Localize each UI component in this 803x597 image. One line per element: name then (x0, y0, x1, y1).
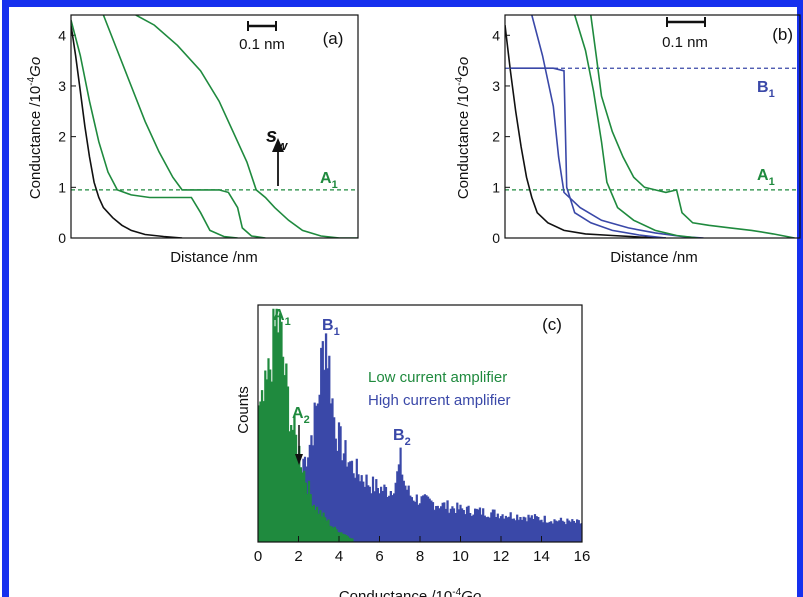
panel-c-ylabel: Counts (235, 386, 252, 434)
panel-c-peak-a1: A1 (273, 307, 291, 328)
panel-c-legend-green: Low current amplifier (368, 369, 507, 386)
y-tick-label: 2 (58, 129, 66, 145)
y-tick-label: 4 (492, 27, 500, 43)
panel-b-plot-area (505, 15, 798, 238)
x-tick-label: 12 (493, 548, 510, 565)
panel-a-plot-area (71, 15, 358, 238)
panel-c-peak-a2: A2 (292, 405, 310, 426)
x-tick-label: 6 (375, 548, 383, 565)
panel-a-y-ticks: 0 1 2 3 4 (58, 27, 76, 246)
x-tick-label: 2 (294, 548, 302, 565)
panel-b-axes-frame (504, 14, 801, 239)
panel-b-level-label-a1: A1 (757, 167, 775, 188)
panel-c-x-ticks: 0 2 4 6 8 10 12 14 16 (254, 536, 591, 565)
panel-c-peak-a2-arrow-head (295, 454, 303, 465)
x-tick-label: 16 (574, 548, 591, 565)
y-tick-label: 2 (492, 129, 500, 145)
panel-c-peak-b2: B2 (393, 427, 411, 448)
panel-a-sw-label: sw (266, 125, 288, 153)
panel-a-ylabel: Conductance /10-4Go (26, 57, 44, 199)
panel-c-legend-blue: High current amplifier (368, 392, 511, 409)
trace-green-1 (71, 19, 238, 238)
panel-b-ylabel: Conductance /10-4Go (454, 57, 472, 199)
panel-b-label: (b) (772, 25, 793, 44)
panel-b-y-ticks: 0 1 2 3 4 (492, 27, 510, 246)
panel-c-xlabel: Conductance /10-4Go (339, 587, 481, 597)
trace-green-2 (102, 15, 266, 238)
x-tick-label: 4 (335, 548, 343, 565)
trace-blue-2 (531, 15, 704, 238)
trace-black-0 (505, 25, 666, 238)
trace-blue-1 (510, 67, 666, 238)
panel-a-axes-frame (70, 14, 359, 239)
trace-black-0 (71, 24, 183, 238)
panel-a-label: (a) (323, 29, 344, 48)
y-tick-label: 0 (58, 230, 66, 246)
panel-a-level-label-a1: A1 (320, 170, 338, 191)
panel-b-level-label-b1: B1 (757, 79, 775, 100)
panel-c: Counts 0 2 4 6 8 10 12 14 16 (c) A1 B1 A2 B2 Low… (235, 304, 591, 597)
x-tick-label: 10 (452, 548, 469, 565)
histogram-green (257, 308, 354, 543)
panel-a-xlabel: Distance /nm (170, 249, 258, 266)
panel-a-sw-arrow-head (272, 138, 284, 152)
x-tick-label: 14 (533, 548, 550, 565)
trace-green-4 (590, 15, 795, 238)
y-tick-label: 3 (58, 78, 66, 94)
panel-c-peak-b1: B1 (322, 317, 340, 338)
panel-b-xlabel: Distance /nm (610, 249, 698, 266)
panel-c-plot-area (257, 308, 583, 543)
trace-green-3 (135, 15, 358, 238)
x-tick-label: 0 (254, 548, 262, 565)
y-tick-label: 0 (492, 230, 500, 246)
x-tick-label: 8 (416, 548, 424, 565)
panel-b-scale-bar-label: 0.1 nm (662, 34, 708, 51)
y-tick-label: 3 (492, 78, 500, 94)
y-tick-label: 1 (492, 179, 500, 195)
histogram-blue (302, 333, 583, 543)
panel-a-scale-bar-label: 0.1 nm (239, 36, 285, 53)
y-tick-label: 4 (58, 27, 66, 43)
panel-c-label: (c) (542, 315, 562, 334)
y-tick-label: 1 (58, 179, 66, 195)
trace-green-3 (573, 15, 699, 238)
